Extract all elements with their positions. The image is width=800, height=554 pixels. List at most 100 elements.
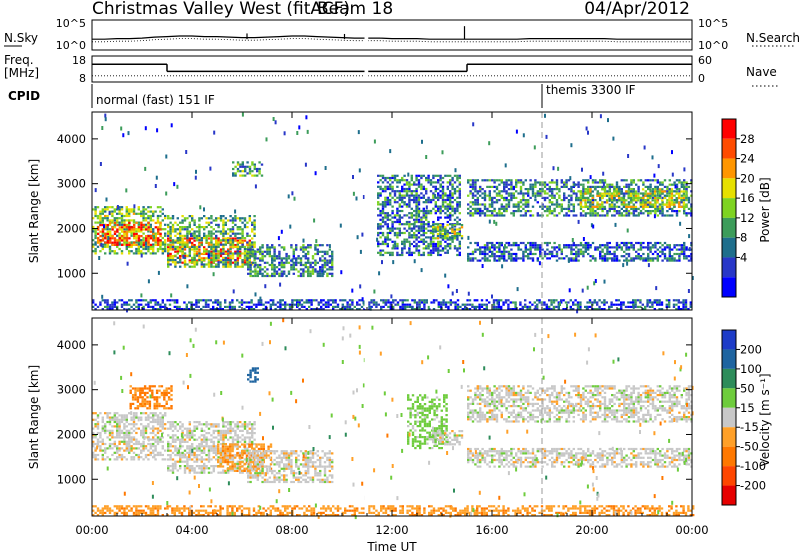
- heatmap-cell: [677, 301, 680, 304]
- heatmap-cell: [627, 248, 631, 251]
- heatmap-cell: [284, 308, 287, 311]
- heatmap-cell: [234, 217, 237, 220]
- heatmap-cell: [627, 192, 630, 195]
- heatmap-cell: [144, 303, 148, 306]
- heatmap-cell: [417, 194, 421, 197]
- heatmap-cell: [410, 176, 413, 180]
- heatmap-cell: [168, 303, 172, 306]
- heatmap-cell: [384, 223, 387, 226]
- colorbar-swatch: [722, 138, 736, 159]
- heatmap-cell: [361, 232, 364, 237]
- heatmap-cell: [403, 187, 406, 191]
- heatmap-cell: [410, 207, 413, 210]
- heatmap-cell: [393, 247, 397, 250]
- heatmap-cell: [97, 239, 100, 242]
- freq-left-tick-bottom: 8: [79, 72, 86, 85]
- heatmap-cell: [420, 223, 423, 226]
- heatmap-cell: [577, 259, 580, 262]
- heatmap-cell: [260, 174, 264, 177]
- heatmap-cell: [113, 250, 116, 253]
- heatmap-cell: [441, 247, 445, 250]
- heatmap-cell: [244, 165, 247, 168]
- heatmap-cell: [620, 241, 623, 245]
- heatmap-cell: [396, 251, 399, 254]
- heatmap-cell: [627, 194, 630, 197]
- heatmap-cell: [613, 255, 616, 258]
- heatmap-cell: [243, 239, 247, 242]
- heatmap-cell: [546, 241, 549, 245]
- heatmap-cell: [300, 299, 304, 302]
- heatmap-cell: [591, 210, 595, 213]
- heatmap-cell: [519, 210, 523, 213]
- freq-unit-label: [MHz]: [4, 66, 39, 80]
- heatmap-cell: [410, 179, 413, 182]
- heatmap-cell: [651, 259, 655, 262]
- heatmap-cell: [207, 305, 210, 308]
- heatmap-cell: [204, 305, 208, 308]
- heatmap-cell: [123, 219, 126, 222]
- heatmap-cell: [527, 205, 530, 208]
- heatmap-cell: [458, 232, 461, 235]
- heatmap-cell: [396, 227, 399, 230]
- heatmap-cell: [503, 205, 506, 208]
- heatmap-cell: [584, 246, 587, 249]
- heatmap-cell: [319, 270, 322, 273]
- heatmap-cell: [608, 197, 611, 202]
- heatmap-cell: [331, 252, 334, 256]
- heatmap-cell: [437, 194, 440, 197]
- heatmap-cell: [239, 239, 242, 242]
- heatmap-cell: [483, 248, 487, 251]
- heatmap-cell: [613, 188, 616, 191]
- heatmap-cell: [469, 185, 472, 188]
- heatmap-cell: [116, 241, 119, 244]
- heatmap-cell: [675, 210, 679, 213]
- heatmap-cell: [157, 239, 160, 242]
- heatmap-cell: [444, 228, 447, 231]
- heatmap-cell: [167, 234, 170, 237]
- heatmap-cell: [156, 303, 160, 306]
- heatmap-cell: [389, 203, 392, 206]
- heatmap-cell: [179, 259, 182, 262]
- heatmap-cell: [283, 248, 286, 251]
- heatmap-cell: [524, 248, 527, 251]
- heatmap-cell: [507, 203, 511, 206]
- heatmap-cell: [654, 257, 657, 260]
- heatmap-cell: [137, 247, 140, 251]
- heatmap-cell: [193, 221, 196, 224]
- heatmap-cell: [613, 259, 616, 262]
- heatmap-cell: [120, 303, 124, 306]
- heatmap-cell: [498, 259, 501, 262]
- heatmap-cell: [392, 244, 395, 249]
- heatmap-cell: [258, 167, 261, 171]
- heatmap-cell: [417, 179, 421, 182]
- heatmap-cell: [243, 219, 247, 222]
- heatmap-cell: [200, 252, 203, 255]
- heatmap-cell: [137, 221, 140, 224]
- heatmap-cell: [384, 176, 387, 180]
- heatmap-cell: [403, 196, 406, 199]
- heatmap-cell: [239, 163, 242, 166]
- heatmap-cell: [510, 192, 513, 195]
- heatmap-cell: [539, 194, 542, 197]
- heatmap-cell: [137, 235, 141, 238]
- heatmap-cell: [491, 179, 494, 182]
- heatmap-cell: [446, 207, 449, 210]
- heatmap-cell: [99, 230, 102, 233]
- heatmap-cell: [550, 301, 553, 304]
- heatmap-cell: [229, 241, 232, 244]
- heatmap-cell: [137, 243, 140, 246]
- heatmap-cell: [246, 232, 249, 235]
- heatmap-cell: [248, 170, 252, 173]
- heatmap-cell: [587, 248, 590, 251]
- heatmap-cell: [529, 179, 532, 182]
- heatmap-cell: [582, 188, 585, 191]
- heatmap-cell: [522, 207, 525, 210]
- heatmap-cell: [251, 223, 254, 226]
- heatmap-cell: [180, 308, 184, 311]
- heatmap-cell: [579, 197, 582, 200]
- beam-label: Beam 18: [317, 0, 393, 19]
- heatmap-cell: [193, 254, 196, 257]
- heatmap-cell: [671, 214, 674, 217]
- heatmap-cell: [410, 174, 413, 177]
- heatmap-cell: [324, 301, 328, 304]
